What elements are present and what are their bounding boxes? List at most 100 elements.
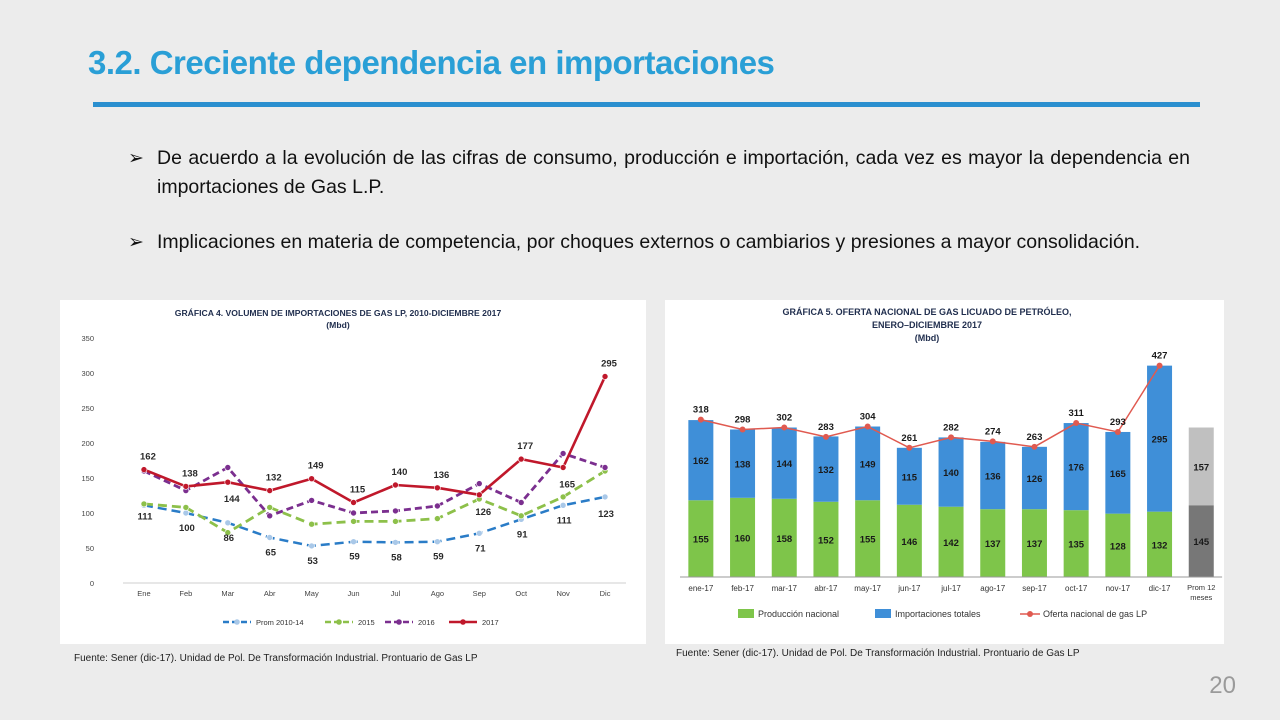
data-label: 126 [475, 507, 491, 518]
imports-bar [1063, 423, 1089, 511]
data-label: 295 [601, 359, 618, 370]
production-bar [855, 500, 881, 577]
average-bottom-bar [1188, 505, 1214, 577]
y-tick-label: 300 [81, 369, 94, 378]
series-line [143, 469, 606, 535]
production-bar [1105, 513, 1131, 577]
y-tick-label: 0 [90, 579, 94, 588]
production-value-label: 160 [735, 533, 751, 544]
bullet-item: ➢ Implicaciones en materia de competenci… [128, 228, 1190, 257]
legend-label: 2017 [482, 618, 499, 627]
x-tick-label: sep-17 [1022, 584, 1047, 593]
x-tick-label: mar-17 [772, 584, 798, 593]
x-tick-label: Ene [137, 589, 150, 598]
imports-value-label: 138 [735, 460, 751, 471]
supply-point [739, 426, 746, 433]
arrow-bullet-icon: ➢ [128, 148, 144, 169]
production-bar [1063, 510, 1089, 577]
data-point [308, 542, 315, 550]
production-value-label: 137 [985, 539, 1001, 550]
supply-value-label: 298 [735, 414, 751, 425]
data-point [601, 493, 609, 501]
production-bar [771, 498, 797, 577]
page-number: 20 [1209, 672, 1236, 699]
legend-label: Oferta nacional de gas LP [1043, 609, 1147, 619]
data-point [517, 499, 525, 506]
data-label: 111 [557, 515, 573, 526]
supply-point [1114, 428, 1121, 435]
y-tick-label: 150 [81, 474, 94, 483]
data-point [140, 466, 148, 473]
supply-value-label: 427 [1152, 351, 1168, 362]
average-top-value-label: 157 [1193, 462, 1209, 473]
imports-value-label: 115 [902, 472, 918, 483]
data-label: 136 [433, 470, 449, 481]
data-label: 65 [265, 548, 276, 559]
imports-value-label: 149 [860, 459, 876, 470]
data-label: 123 [598, 509, 614, 520]
supply-value-label: 293 [1110, 417, 1126, 428]
title-underline [93, 102, 1200, 107]
x-tick-label: Jun [347, 589, 359, 598]
chart1-source-note: Fuente: Sener (dic-17). Unidad de Pol. D… [74, 653, 478, 664]
average-bottom-value-label: 145 [1193, 537, 1210, 548]
production-value-label: 155 [693, 535, 710, 546]
data-point [266, 487, 274, 494]
data-label: 91 [517, 529, 528, 540]
slide-title: 3.2. Creciente dependencia en importacio… [88, 44, 775, 81]
data-point [517, 455, 525, 463]
imports-bar [771, 427, 797, 499]
data-point [350, 518, 357, 525]
x-tick-label: Oct [515, 589, 528, 598]
data-label: 115 [350, 485, 366, 496]
data-point [350, 538, 357, 545]
supply-point [906, 444, 913, 451]
data-point [308, 475, 315, 482]
imports-bar [730, 429, 756, 498]
imports-bar [896, 447, 922, 505]
data-point [308, 520, 315, 528]
imports-bar [813, 436, 839, 502]
imports-value-label: 126 [1027, 474, 1043, 485]
data-point [475, 480, 483, 487]
x-tick-label: Sep [473, 589, 486, 598]
data-point [266, 504, 274, 511]
x-tick-label: meses [1190, 593, 1212, 602]
production-bar [813, 501, 839, 577]
data-point [350, 509, 357, 517]
production-bar [688, 500, 714, 577]
production-value-label: 142 [943, 538, 959, 549]
arrow-bullet-icon: ➢ [128, 232, 144, 253]
supply-point [1031, 443, 1038, 450]
production-bar [938, 506, 964, 577]
data-point [350, 499, 357, 506]
x-tick-label: ene-17 [688, 584, 713, 593]
legend-label: 2015 [358, 618, 375, 627]
supply-value-label: 263 [1027, 432, 1043, 443]
production-bar [980, 509, 1006, 577]
legend-marker [234, 619, 240, 625]
bullet-text: Implicaciones en materia de competencia,… [157, 231, 1141, 253]
supply-point [781, 424, 788, 431]
chart2-source-note: Fuente: Sener (dic-17). Unidad de Pol. D… [676, 648, 1080, 659]
supply-point [948, 434, 955, 441]
data-point [559, 502, 567, 509]
imports-bar [688, 420, 714, 501]
data-point [434, 538, 441, 545]
y-tick-label: 350 [81, 334, 94, 343]
y-tick-label: 200 [81, 439, 94, 448]
supply-value-label: 274 [985, 426, 1002, 437]
data-point [392, 507, 399, 515]
production-value-label: 146 [901, 537, 917, 548]
supply-value-label: 302 [776, 413, 792, 424]
data-label: 144 [224, 494, 241, 505]
supply-value-label: 304 [860, 412, 877, 423]
supply-point [989, 438, 996, 445]
legend-label: Prom 2010-14 [256, 618, 304, 627]
x-tick-label: Feb [179, 589, 192, 598]
imports-bar [1105, 431, 1131, 514]
data-label: 111 [138, 511, 154, 522]
supply-value-label: 318 [693, 405, 709, 416]
data-point [601, 373, 609, 380]
data-label: 177 [517, 441, 533, 452]
